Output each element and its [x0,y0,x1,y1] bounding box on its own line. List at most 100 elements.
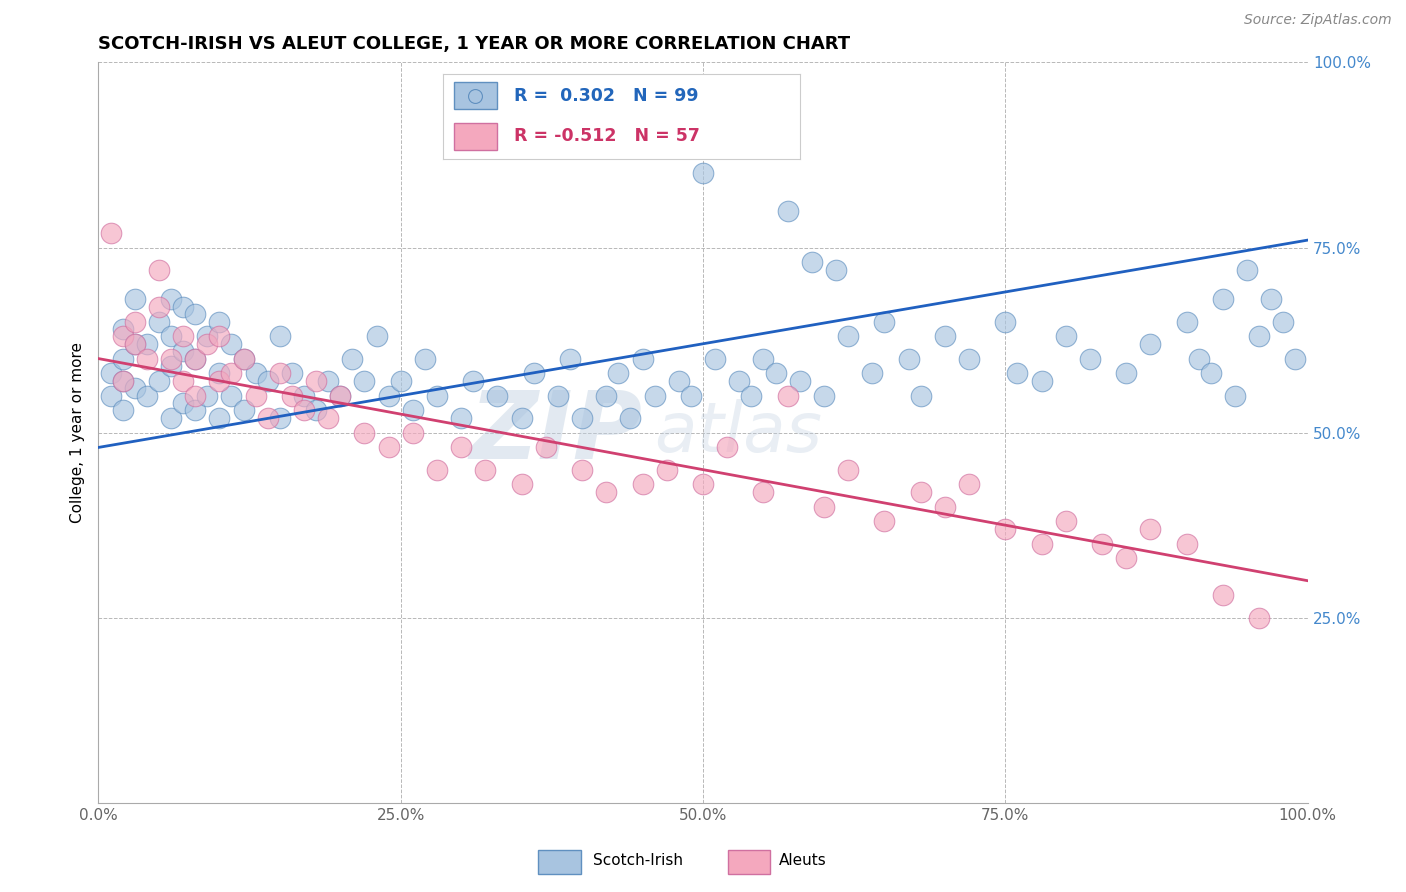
Point [740,388,762,402]
Point [208,374,231,388]
Point [172,300,194,314]
Point [208,367,231,381]
Point [716,441,738,455]
Point [619,410,641,425]
Point [595,388,617,402]
Point [523,367,546,381]
Point [571,462,593,476]
Point [111,351,134,366]
Point [1199,367,1222,381]
Point [655,462,678,476]
Point [124,293,146,307]
Point [450,410,472,425]
Point [957,351,980,366]
Point [124,336,146,351]
Point [486,388,509,402]
Point [111,374,134,388]
Point [377,388,399,402]
Point [184,403,207,417]
Point [813,500,835,514]
Point [426,462,449,476]
Point [184,307,207,321]
Point [825,262,848,277]
Point [1115,367,1137,381]
Point [221,388,243,402]
FancyBboxPatch shape [728,849,770,874]
Point [111,403,134,417]
Point [1007,367,1029,381]
Point [195,336,218,351]
Point [450,441,472,455]
Point [897,351,920,366]
Text: Scotch-Irish: Scotch-Irish [593,854,683,868]
Point [329,388,352,402]
Point [1188,351,1211,366]
Point [776,388,799,402]
Point [148,374,170,388]
Text: Source: ZipAtlas.com: Source: ZipAtlas.com [1244,13,1392,28]
Point [172,374,194,388]
FancyBboxPatch shape [538,849,581,874]
Point [1175,536,1198,550]
Point [571,410,593,425]
Point [124,336,146,351]
Point [607,367,630,381]
Point [184,388,207,402]
Point [765,367,787,381]
Point [353,425,375,440]
Point [1236,262,1258,277]
Point [463,374,485,388]
Point [305,403,328,417]
Point [402,403,425,417]
Point [148,262,170,277]
Point [474,462,496,476]
Point [184,351,207,366]
Point [692,477,714,491]
Point [1223,388,1246,402]
Point [1272,314,1295,328]
Point [631,477,654,491]
Point [148,314,170,328]
Point [510,410,533,425]
Point [160,351,183,366]
Point [100,226,122,240]
Point [1091,536,1114,550]
Point [860,367,883,381]
Point [837,329,859,343]
Point [1031,536,1053,550]
Point [957,477,980,491]
Point [1031,374,1053,388]
Point [316,374,339,388]
Text: ZIP: ZIP [470,386,643,479]
Point [353,374,375,388]
Point [135,336,157,351]
Point [910,484,932,499]
Point [208,410,231,425]
Point [595,484,617,499]
Point [172,329,194,343]
Point [281,388,304,402]
Point [305,374,328,388]
Point [292,388,315,402]
Point [124,381,146,395]
Point [752,484,775,499]
Point [813,388,835,402]
Point [910,388,932,402]
Point [366,329,388,343]
Point [232,351,254,366]
Point [752,351,775,366]
Point [195,388,218,402]
Point [558,351,581,366]
Point [1115,551,1137,566]
Point [426,388,449,402]
Point [1260,293,1282,307]
Point [111,329,134,343]
Point [631,351,654,366]
Point [135,388,157,402]
Point [994,314,1017,328]
Point [221,367,243,381]
Text: atlas: atlas [655,399,823,467]
Point [111,374,134,388]
Point [534,441,557,455]
Point [221,336,243,351]
